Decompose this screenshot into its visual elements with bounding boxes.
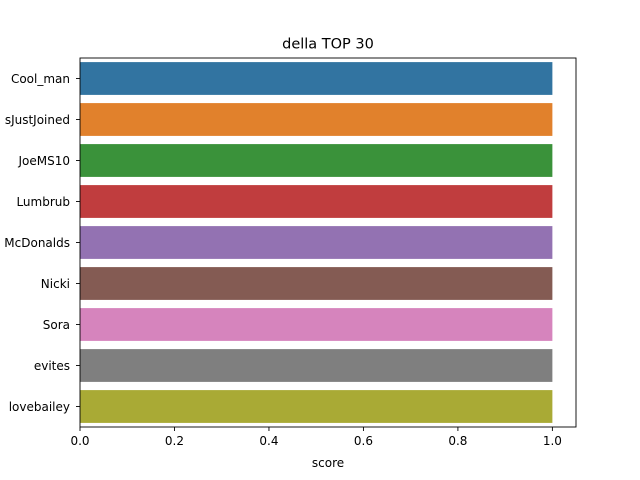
bar-evites [80, 349, 553, 382]
x-tick-label: 0.0 [70, 434, 89, 448]
x-tick-label: 0.6 [354, 434, 373, 448]
y-tick-label: Lumbrub [16, 195, 70, 209]
y-tick-label: Cool_man [11, 72, 70, 86]
y-tick-label: Nicki [41, 277, 70, 291]
plot-frame [79, 57, 577, 428]
y-axis-ticks: Cool_man sJustJoined JoeMS10 Lumbrub McDonal… [4, 72, 80, 414]
y-tick-label: McDonalds [4, 236, 70, 250]
bar-Nicki [80, 267, 553, 300]
x-tick-label: 0.8 [448, 434, 467, 448]
y-tick-label: lovebailey [9, 400, 70, 414]
y-tick-label: JoeMS10 [17, 154, 70, 168]
y-tick-label: Sora [43, 318, 70, 332]
x-axis-label: score [312, 456, 344, 470]
bar-Lumbrub [80, 185, 553, 218]
bar-McDonalds [80, 226, 553, 259]
bar-JoeMS10 [80, 144, 553, 177]
x-tick-label: 1.0 [543, 434, 562, 448]
x-tick-label: 0.4 [259, 434, 278, 448]
y-tick-label: sJustJoined [5, 113, 70, 127]
y-tick-label: evites [34, 359, 70, 373]
bar-sJustJoined [80, 103, 553, 136]
chart-title: della TOP 30 [282, 37, 374, 53]
bars-group [80, 62, 553, 423]
bar-Sora [80, 308, 553, 341]
bar-lovebailey [80, 390, 553, 423]
x-tick-label: 0.2 [165, 434, 184, 448]
bar-Cool_man [80, 62, 553, 95]
x-axis-ticks: 0.0 0.2 0.4 0.6 0.8 1.0 [70, 427, 562, 448]
